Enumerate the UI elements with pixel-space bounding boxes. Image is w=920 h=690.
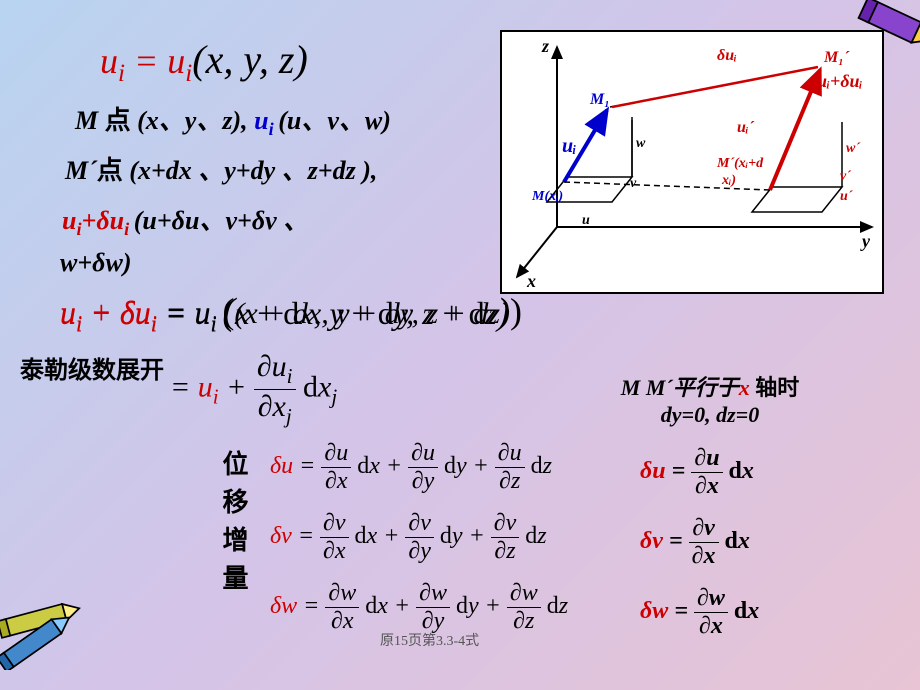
- svg-text:xᵢ): xᵢ): [721, 173, 736, 188]
- eq2-full: ui + δui = ui (x + dx, y + dy, z + dz): [60, 290, 510, 337]
- frac: ∂ui∂xj: [254, 350, 296, 429]
- x-axis: x: [526, 271, 536, 291]
- displacement-diagram: z y x M₁ M₁´ uᵢ uᵢ´ δuᵢ uᵢ+δuᵢ: [500, 30, 884, 294]
- eq3: = ui + ∂ui∂xj dxj: [170, 350, 337, 429]
- z-axis: z: [541, 36, 549, 56]
- ui-delta-desc: ui+δui (u+δu、v+δv 、: [62, 200, 309, 240]
- svg-text:uᵢ: uᵢ: [562, 135, 577, 157]
- eq-ui-def: ui = ui(x, y, z): [100, 36, 308, 88]
- eq-rhs: u: [167, 41, 185, 81]
- eq-lhs: u: [100, 41, 118, 81]
- coords: (x、y、z),: [137, 106, 254, 135]
- w-dw: w+δw): [60, 248, 131, 278]
- is2: i: [124, 219, 134, 239]
- svg-text:M₁: M₁: [589, 91, 610, 108]
- displacement-increment-label: 位移增量: [215, 450, 252, 602]
- svg-text:M´(xᵢ+d: M´(xᵢ+d: [716, 156, 764, 171]
- m: M: [75, 106, 105, 135]
- eq-dw-x: δw = ∂w∂x dx: [640, 585, 759, 640]
- mp-point-desc: M´点 (x+dx 、y+dy 、z+dz ),: [65, 150, 377, 187]
- plus: +δ: [82, 206, 110, 235]
- eq-du-x: δu = ∂u∂x dx: [640, 445, 754, 500]
- eq-dw: δw = ∂w∂x dx + ∂w∂y dy + ∂w∂z dz: [270, 580, 568, 635]
- svg-text:uᵢ´: uᵢ´: [737, 119, 755, 136]
- u: u: [198, 370, 213, 403]
- svg-text:δuᵢ: δuᵢ: [717, 47, 737, 64]
- eq: =: [170, 370, 198, 403]
- ui: u: [254, 106, 268, 135]
- svg-text:w: w: [636, 136, 646, 151]
- args: (u+δu、v+δv 、: [134, 206, 309, 235]
- svg-text:v´: v´: [840, 169, 852, 184]
- svg-text:M(xᵢ): M(xᵢ): [531, 189, 563, 204]
- svg-text:u: u: [582, 213, 590, 228]
- taylor-label: 泰勒级数展开: [20, 350, 164, 385]
- y-axis: y: [860, 231, 871, 251]
- svg-text:w´: w´: [846, 141, 861, 156]
- plus: +: [219, 370, 254, 403]
- uisub: i: [269, 119, 279, 139]
- crayon-decoration-bottom: [0, 580, 110, 670]
- pt: 点: [105, 106, 138, 135]
- mp: M´: [65, 156, 97, 185]
- eq-dv-x: δv = ∂v∂x dx: [640, 515, 750, 570]
- svg-text:uᵢ+δuᵢ: uᵢ+δuᵢ: [817, 71, 863, 91]
- parallel-condition: M M´平行于x 轴时 dy=0, dz=0: [580, 370, 840, 428]
- m-point-desc: M 点 (x、y、z), ui (u、v、w): [75, 100, 391, 140]
- eq-eq: =: [125, 41, 167, 81]
- ui2: u: [110, 206, 124, 235]
- uvw: (u、v、w): [278, 106, 391, 135]
- eq-args: (x, y, z): [192, 37, 308, 82]
- ui: u: [62, 206, 76, 235]
- svg-text:u´: u´: [840, 189, 854, 204]
- eq-sub: i: [118, 60, 125, 87]
- eq-dv: δv = ∂v∂x dx + ∂v∂y dy + ∂v∂z dz: [270, 510, 547, 565]
- pt: 点: [97, 156, 130, 185]
- eq-du: δu = ∂u∂x dx + ∂u∂y dy + ∂u∂z dz: [270, 440, 552, 495]
- svg-text:v: v: [630, 176, 637, 191]
- page-ref: 原15页第3.3-4式: [380, 630, 479, 650]
- coords: (x+dx 、y+dy 、z+dz ),: [129, 156, 377, 185]
